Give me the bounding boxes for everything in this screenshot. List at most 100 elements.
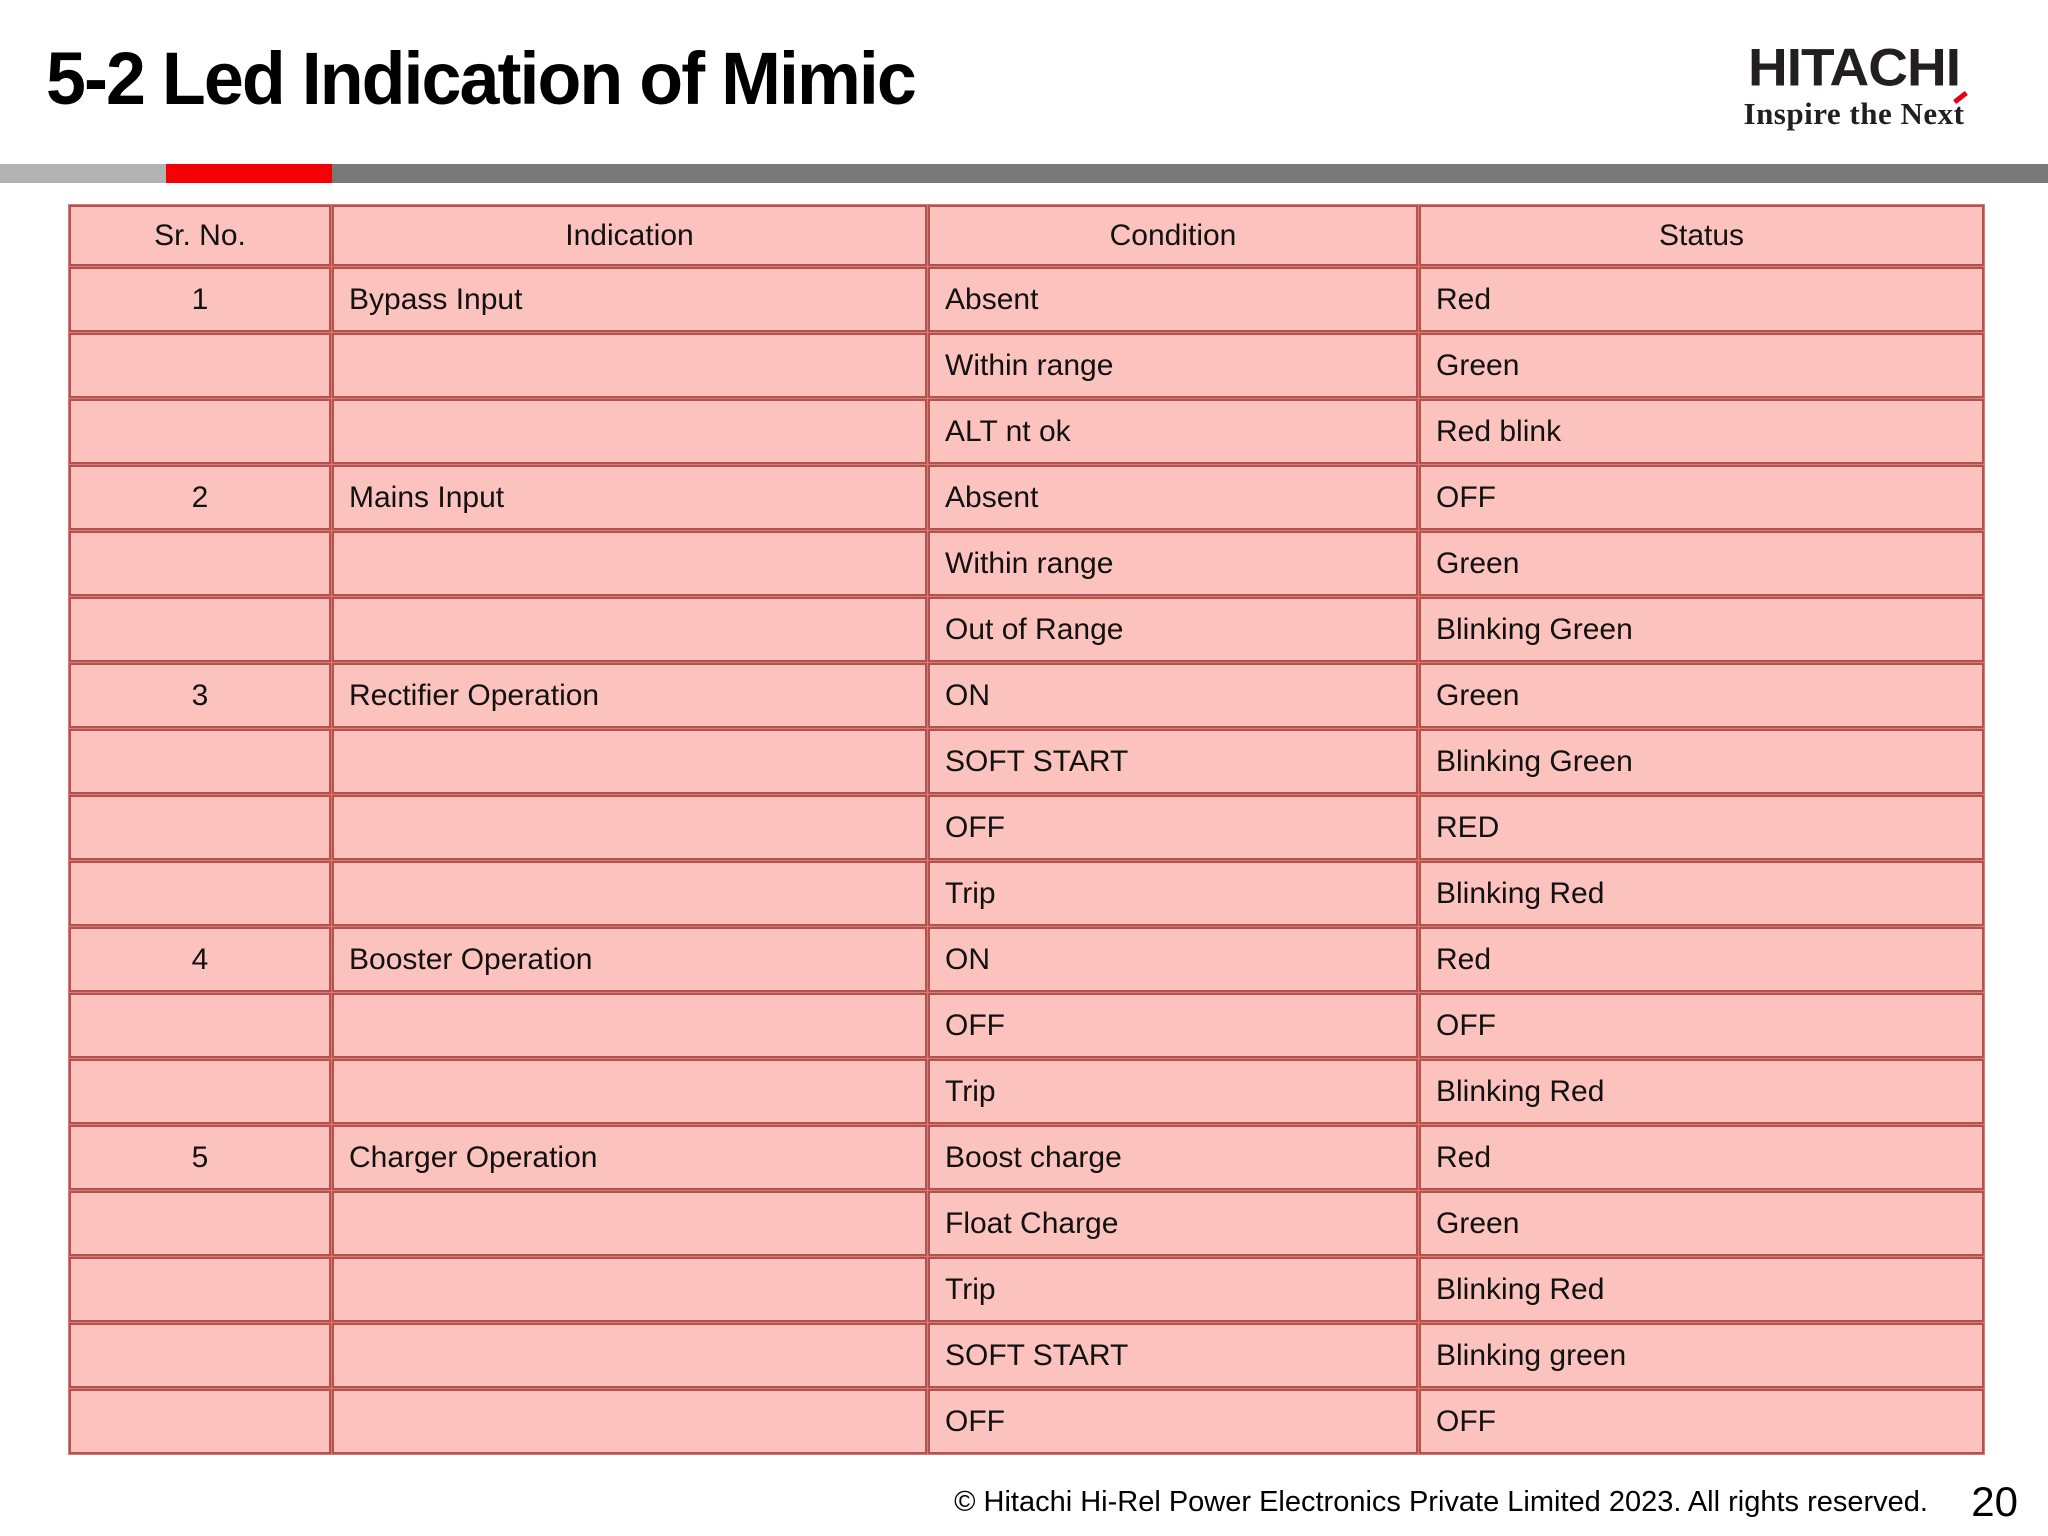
cell-condition: Trip xyxy=(928,1059,1418,1124)
table-row: SOFT START Blinking green xyxy=(69,1323,1984,1388)
cell-status: RED xyxy=(1419,795,1984,860)
cell-status: Green xyxy=(1419,531,1984,596)
cell-indication xyxy=(332,1257,927,1322)
title-divider-bar xyxy=(0,164,2048,183)
cell-status: Blinking Green xyxy=(1419,729,1984,794)
cell-status: Green xyxy=(1419,663,1984,728)
cell-indication: Charger Operation xyxy=(332,1125,927,1190)
cell-condition: ON xyxy=(928,663,1418,728)
cell-status: OFF xyxy=(1419,993,1984,1058)
table-row: 2 Mains Input Absent OFF xyxy=(69,465,1984,530)
page-title: 5-2 Led Indication of Mimic xyxy=(46,37,917,120)
cell-sr-no xyxy=(69,333,331,398)
cell-status: OFF xyxy=(1419,1389,1984,1454)
cell-indication xyxy=(332,795,927,860)
cell-status: Green xyxy=(1419,1191,1984,1256)
cell-status: Blinking Red xyxy=(1419,1059,1984,1124)
cell-indication xyxy=(332,729,927,794)
cell-condition: Trip xyxy=(928,1257,1418,1322)
table-header-indication: Indication xyxy=(332,205,927,266)
cell-sr-no xyxy=(69,1323,331,1388)
cell-condition: Absent xyxy=(928,465,1418,530)
table-header-row: Sr. No. Indication Condition Status xyxy=(69,205,1984,266)
table-row: 3 Rectifier Operation ON Green xyxy=(69,663,1984,728)
cell-sr-no xyxy=(69,531,331,596)
cell-indication: Mains Input xyxy=(332,465,927,530)
table-row: Trip Blinking Red xyxy=(69,861,1984,926)
cell-condition: ON xyxy=(928,927,1418,992)
cell-indication xyxy=(332,1191,927,1256)
hitachi-logo: HITACHI Inspire the Next xyxy=(1694,40,2014,129)
cell-condition: Absent xyxy=(928,267,1418,332)
cell-indication xyxy=(332,597,927,662)
cell-condition: OFF xyxy=(928,1389,1418,1454)
table-row: 5 Charger Operation Boost charge Red xyxy=(69,1125,1984,1190)
cell-sr-no xyxy=(69,597,331,662)
table-row: ALT nt ok Red blink xyxy=(69,399,1984,464)
led-indication-table-wrap: Sr. No. Indication Condition Status 1 By… xyxy=(68,204,1985,1455)
cell-condition: Within range xyxy=(928,333,1418,398)
cell-sr-no: 4 xyxy=(69,927,331,992)
cell-condition: Boost charge xyxy=(928,1125,1418,1190)
cell-status: Blinking Red xyxy=(1419,1257,1984,1322)
cell-sr-no xyxy=(69,861,331,926)
divider-segment-dark-gray xyxy=(332,164,2048,183)
table-row: 4 Booster Operation ON Red xyxy=(69,927,1984,992)
divider-segment-light-gray xyxy=(0,164,166,183)
hitachi-logo-tagline-wrap: Inspire the Next xyxy=(1743,90,1969,131)
cell-indication xyxy=(332,1323,927,1388)
table-header-sr-no: Sr. No. xyxy=(69,205,331,266)
cell-indication: Rectifier Operation xyxy=(332,663,927,728)
cell-indication: Bypass Input xyxy=(332,267,927,332)
cell-sr-no xyxy=(69,1191,331,1256)
cell-sr-no xyxy=(69,729,331,794)
cell-status: Red xyxy=(1419,927,1984,992)
cell-sr-no xyxy=(69,1257,331,1322)
cell-indication xyxy=(332,993,927,1058)
cell-condition: Within range xyxy=(928,531,1418,596)
hitachi-logo-brand: HITACHI xyxy=(1748,37,1961,97)
divider-segment-red xyxy=(166,164,332,183)
led-indication-table: Sr. No. Indication Condition Status 1 By… xyxy=(68,204,1985,1455)
table-row: Trip Blinking Red xyxy=(69,1059,1984,1124)
table-body: 1 Bypass Input Absent Red Within range G… xyxy=(69,267,1984,1454)
table-row: Float Charge Green xyxy=(69,1191,1984,1256)
cell-status: Blinking Green xyxy=(1419,597,1984,662)
cell-indication xyxy=(332,1389,927,1454)
cell-status: Red blink xyxy=(1419,399,1984,464)
cell-indication xyxy=(332,399,927,464)
hitachi-logo-tagline: Inspire the Next xyxy=(1743,96,1965,131)
table-row: OFF OFF xyxy=(69,1389,1984,1454)
cell-indication xyxy=(332,531,927,596)
table-header-condition: Condition xyxy=(928,205,1418,266)
table-row: OFF RED xyxy=(69,795,1984,860)
cell-status: Red xyxy=(1419,267,1984,332)
footer-copyright: © Hitachi Hi-Rel Power Electronics Priva… xyxy=(954,1486,1928,1518)
cell-sr-no: 3 xyxy=(69,663,331,728)
cell-condition: SOFT START xyxy=(928,729,1418,794)
cell-indication: Booster Operation xyxy=(332,927,927,992)
cell-status: Green xyxy=(1419,333,1984,398)
cell-sr-no xyxy=(69,1059,331,1124)
cell-condition: Out of Range xyxy=(928,597,1418,662)
table-row: OFF OFF xyxy=(69,993,1984,1058)
table-row: Out of Range Blinking Green xyxy=(69,597,1984,662)
cell-indication xyxy=(332,333,927,398)
cell-indication xyxy=(332,1059,927,1124)
cell-condition: OFF xyxy=(928,993,1418,1058)
cell-sr-no: 5 xyxy=(69,1125,331,1190)
cell-status: Blinking Red xyxy=(1419,861,1984,926)
cell-status: Red xyxy=(1419,1125,1984,1190)
table-row: SOFT START Blinking Green xyxy=(69,729,1984,794)
table-row: Trip Blinking Red xyxy=(69,1257,1984,1322)
page-number: 20 xyxy=(1971,1478,2018,1525)
cell-indication xyxy=(332,861,927,926)
cell-condition: SOFT START xyxy=(928,1323,1418,1388)
cell-sr-no xyxy=(69,993,331,1058)
table-row: Within range Green xyxy=(69,531,1984,596)
cell-status: OFF xyxy=(1419,465,1984,530)
table-header-status: Status xyxy=(1419,205,1984,266)
cell-condition: Trip xyxy=(928,861,1418,926)
table-row: Within range Green xyxy=(69,333,1984,398)
cell-status: Blinking green xyxy=(1419,1323,1984,1388)
